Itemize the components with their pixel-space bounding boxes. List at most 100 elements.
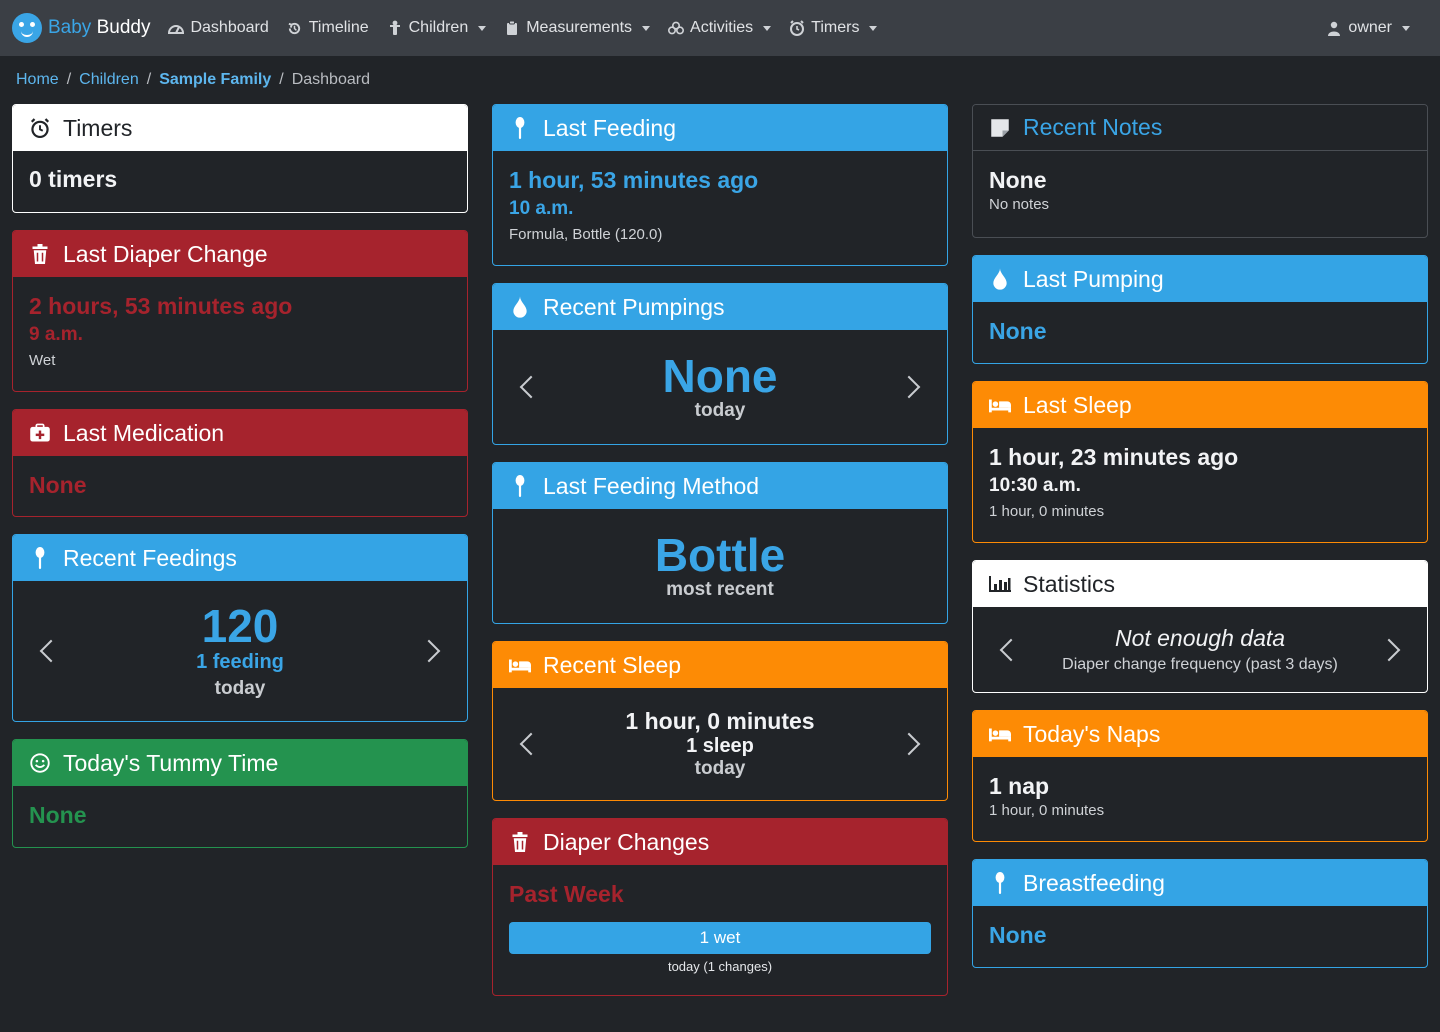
card-last-medication[interactable]: Last Medication None — [12, 409, 468, 517]
card-header: Today's Naps — [973, 711, 1427, 757]
activities-icon — [668, 20, 685, 36]
card-last-feeding[interactable]: Last Feeding 1 hour, 53 minutes ago 10 a… — [492, 104, 948, 266]
feedings-carousel: 120 1 feeding today — [13, 581, 467, 721]
spoon-icon — [509, 117, 531, 139]
nav-children[interactable]: Children — [387, 19, 487, 37]
tummy-value: None — [29, 802, 87, 828]
card-breastfeeding[interactable]: Breastfeeding None — [972, 859, 1428, 968]
card-title: Last Pumping — [1023, 265, 1164, 292]
card-diaper-changes[interactable]: Diaper Changes Past Week 1 wet today (1 … — [492, 818, 948, 996]
breadcrumb-separator: / — [66, 71, 72, 88]
diaper-progress-bar: 1 wet — [509, 922, 931, 954]
diaper-time: 9 a.m. — [29, 324, 83, 345]
nav-activities-label: Activities — [690, 19, 754, 36]
pumpings-carousel: None today — [493, 330, 947, 444]
card-title: Recent Notes — [1023, 114, 1163, 140]
card-title: Diaper Changes — [543, 828, 710, 855]
breadcrumb-home[interactable]: Home — [16, 71, 59, 88]
chevron-down-icon — [642, 25, 651, 31]
nav-timers[interactable]: Timers — [789, 19, 878, 37]
breadcrumb-family[interactable]: Sample Family — [159, 71, 272, 88]
sleep-time: 10:30 a.m. — [989, 475, 1081, 496]
chevron-right-icon[interactable] — [1377, 638, 1401, 661]
dashboard-grid: Timers 0 timers Last Diaper Change 2 hou… — [0, 104, 1440, 996]
card-header: Last Sleep — [973, 382, 1427, 428]
card-title: Timers — [63, 114, 133, 141]
card-body: None — [973, 906, 1427, 967]
timers-count: 0 timers — [29, 166, 118, 192]
card-body: Past Week 1 wet today (1 changes) — [493, 865, 947, 995]
clipboard-icon — [504, 20, 520, 36]
card-recent-notes[interactable]: Recent Notes None No notes — [972, 104, 1428, 238]
chevron-right-icon[interactable] — [897, 375, 921, 399]
feedings-amount: 120 — [201, 600, 279, 653]
card-title: Recent Sleep — [543, 651, 682, 678]
card-title: Last Feeding Method — [543, 472, 760, 499]
chevron-down-icon — [763, 25, 772, 31]
card-title: Last Sleep — [1023, 391, 1132, 418]
card-header: Recent Notes — [973, 105, 1427, 151]
card-timers[interactable]: Timers 0 timers — [12, 104, 468, 213]
card-recent-feedings[interactable]: Recent Feedings 120 1 feeding today — [12, 534, 468, 722]
statistics-caption: Diaper change frequency (past 3 days) — [1062, 656, 1338, 673]
breadcrumb-separator: / — [146, 71, 152, 88]
breadcrumb-children[interactable]: Children — [79, 71, 139, 88]
sleep-duration: 1 hour, 0 minutes — [625, 708, 815, 734]
chevron-down-icon — [869, 25, 878, 31]
medkit-icon — [29, 422, 51, 444]
nav-timeline-label: Timeline — [308, 19, 369, 36]
chevron-left-icon[interactable] — [519, 375, 543, 399]
chevron-right-icon[interactable] — [417, 639, 441, 663]
sleep-carousel: 1 hour, 0 minutes 1 sleep today — [493, 688, 947, 800]
card-last-diaper-change[interactable]: Last Diaper Change 2 hours, 53 minutes a… — [12, 230, 468, 392]
card-recent-sleep[interactable]: Recent Sleep 1 hour, 0 minutes 1 sleep t… — [492, 641, 948, 801]
user-icon — [1326, 20, 1342, 36]
history-icon — [287, 20, 303, 36]
card-last-feeding-method[interactable]: Last Feeding Method Bottle most recent — [492, 462, 948, 624]
diaper-changes-range: Past Week — [509, 881, 624, 907]
chevron-left-icon[interactable] — [519, 732, 543, 756]
card-last-pumping[interactable]: Last Pumping None — [972, 255, 1428, 364]
card-title: Recent Feedings — [63, 544, 237, 571]
dashboard-column-1: Timers 0 timers Last Diaper Change 2 hou… — [12, 104, 468, 996]
notes-detail: No notes — [989, 196, 1050, 213]
feedings-count: 1 feeding — [196, 650, 284, 673]
card-body: 2 hours, 53 minutes ago 9 a.m. Wet — [13, 277, 467, 391]
card-recent-pumpings[interactable]: Recent Pumpings None today — [492, 283, 948, 445]
card-header: Last Feeding — [493, 105, 947, 151]
username: owner — [1348, 19, 1392, 36]
progress-label: 1 wet — [699, 928, 741, 947]
nav-timeline[interactable]: Timeline — [287, 19, 369, 37]
nav-activities[interactable]: Activities — [668, 19, 772, 37]
sleep-detail: 1 hour, 0 minutes — [989, 503, 1105, 520]
chevron-left-icon[interactable] — [39, 639, 63, 663]
timer-icon — [789, 20, 805, 36]
progress-caption: today (1 changes) — [667, 959, 773, 974]
chevron-down-icon — [478, 25, 487, 31]
card-last-sleep[interactable]: Last Sleep 1 hour, 23 minutes ago 10:30 … — [972, 381, 1428, 543]
pumpings-period: today — [694, 400, 746, 422]
card-header: Breastfeeding — [973, 860, 1427, 906]
card-title: Today's Naps — [1023, 720, 1161, 747]
chevron-left-icon[interactable] — [999, 638, 1023, 661]
nav-user-menu[interactable]: owner — [1326, 19, 1410, 37]
sleep-count: 1 sleep — [686, 735, 754, 757]
baby-logo-icon — [12, 13, 42, 43]
nav-dashboard[interactable]: Dashboard — [168, 19, 269, 37]
card-tummy-time[interactable]: Today's Tummy Time None — [12, 739, 468, 848]
brand-link[interactable]: Baby Buddy — [12, 13, 150, 43]
chevron-right-icon[interactable] — [897, 732, 921, 756]
card-header: Recent Sleep — [493, 642, 947, 688]
smile-icon — [29, 752, 51, 774]
card-body: None — [973, 302, 1427, 363]
card-title: Recent Pumpings — [543, 293, 725, 320]
card-title: Statistics — [1023, 570, 1116, 597]
card-statistics[interactable]: Statistics Not enough data Diaper change… — [972, 560, 1428, 693]
droplet-icon — [509, 296, 531, 318]
card-todays-naps[interactable]: Today's Naps 1 nap 1 hour, 0 minutes — [972, 710, 1428, 842]
bed-icon — [509, 654, 531, 676]
feeding-method-value: Bottle — [654, 528, 786, 581]
statistics-carousel: Not enough data Diaper change frequency … — [973, 607, 1427, 692]
spoon-icon — [989, 872, 1011, 894]
nav-measurements[interactable]: Measurements — [504, 19, 651, 37]
